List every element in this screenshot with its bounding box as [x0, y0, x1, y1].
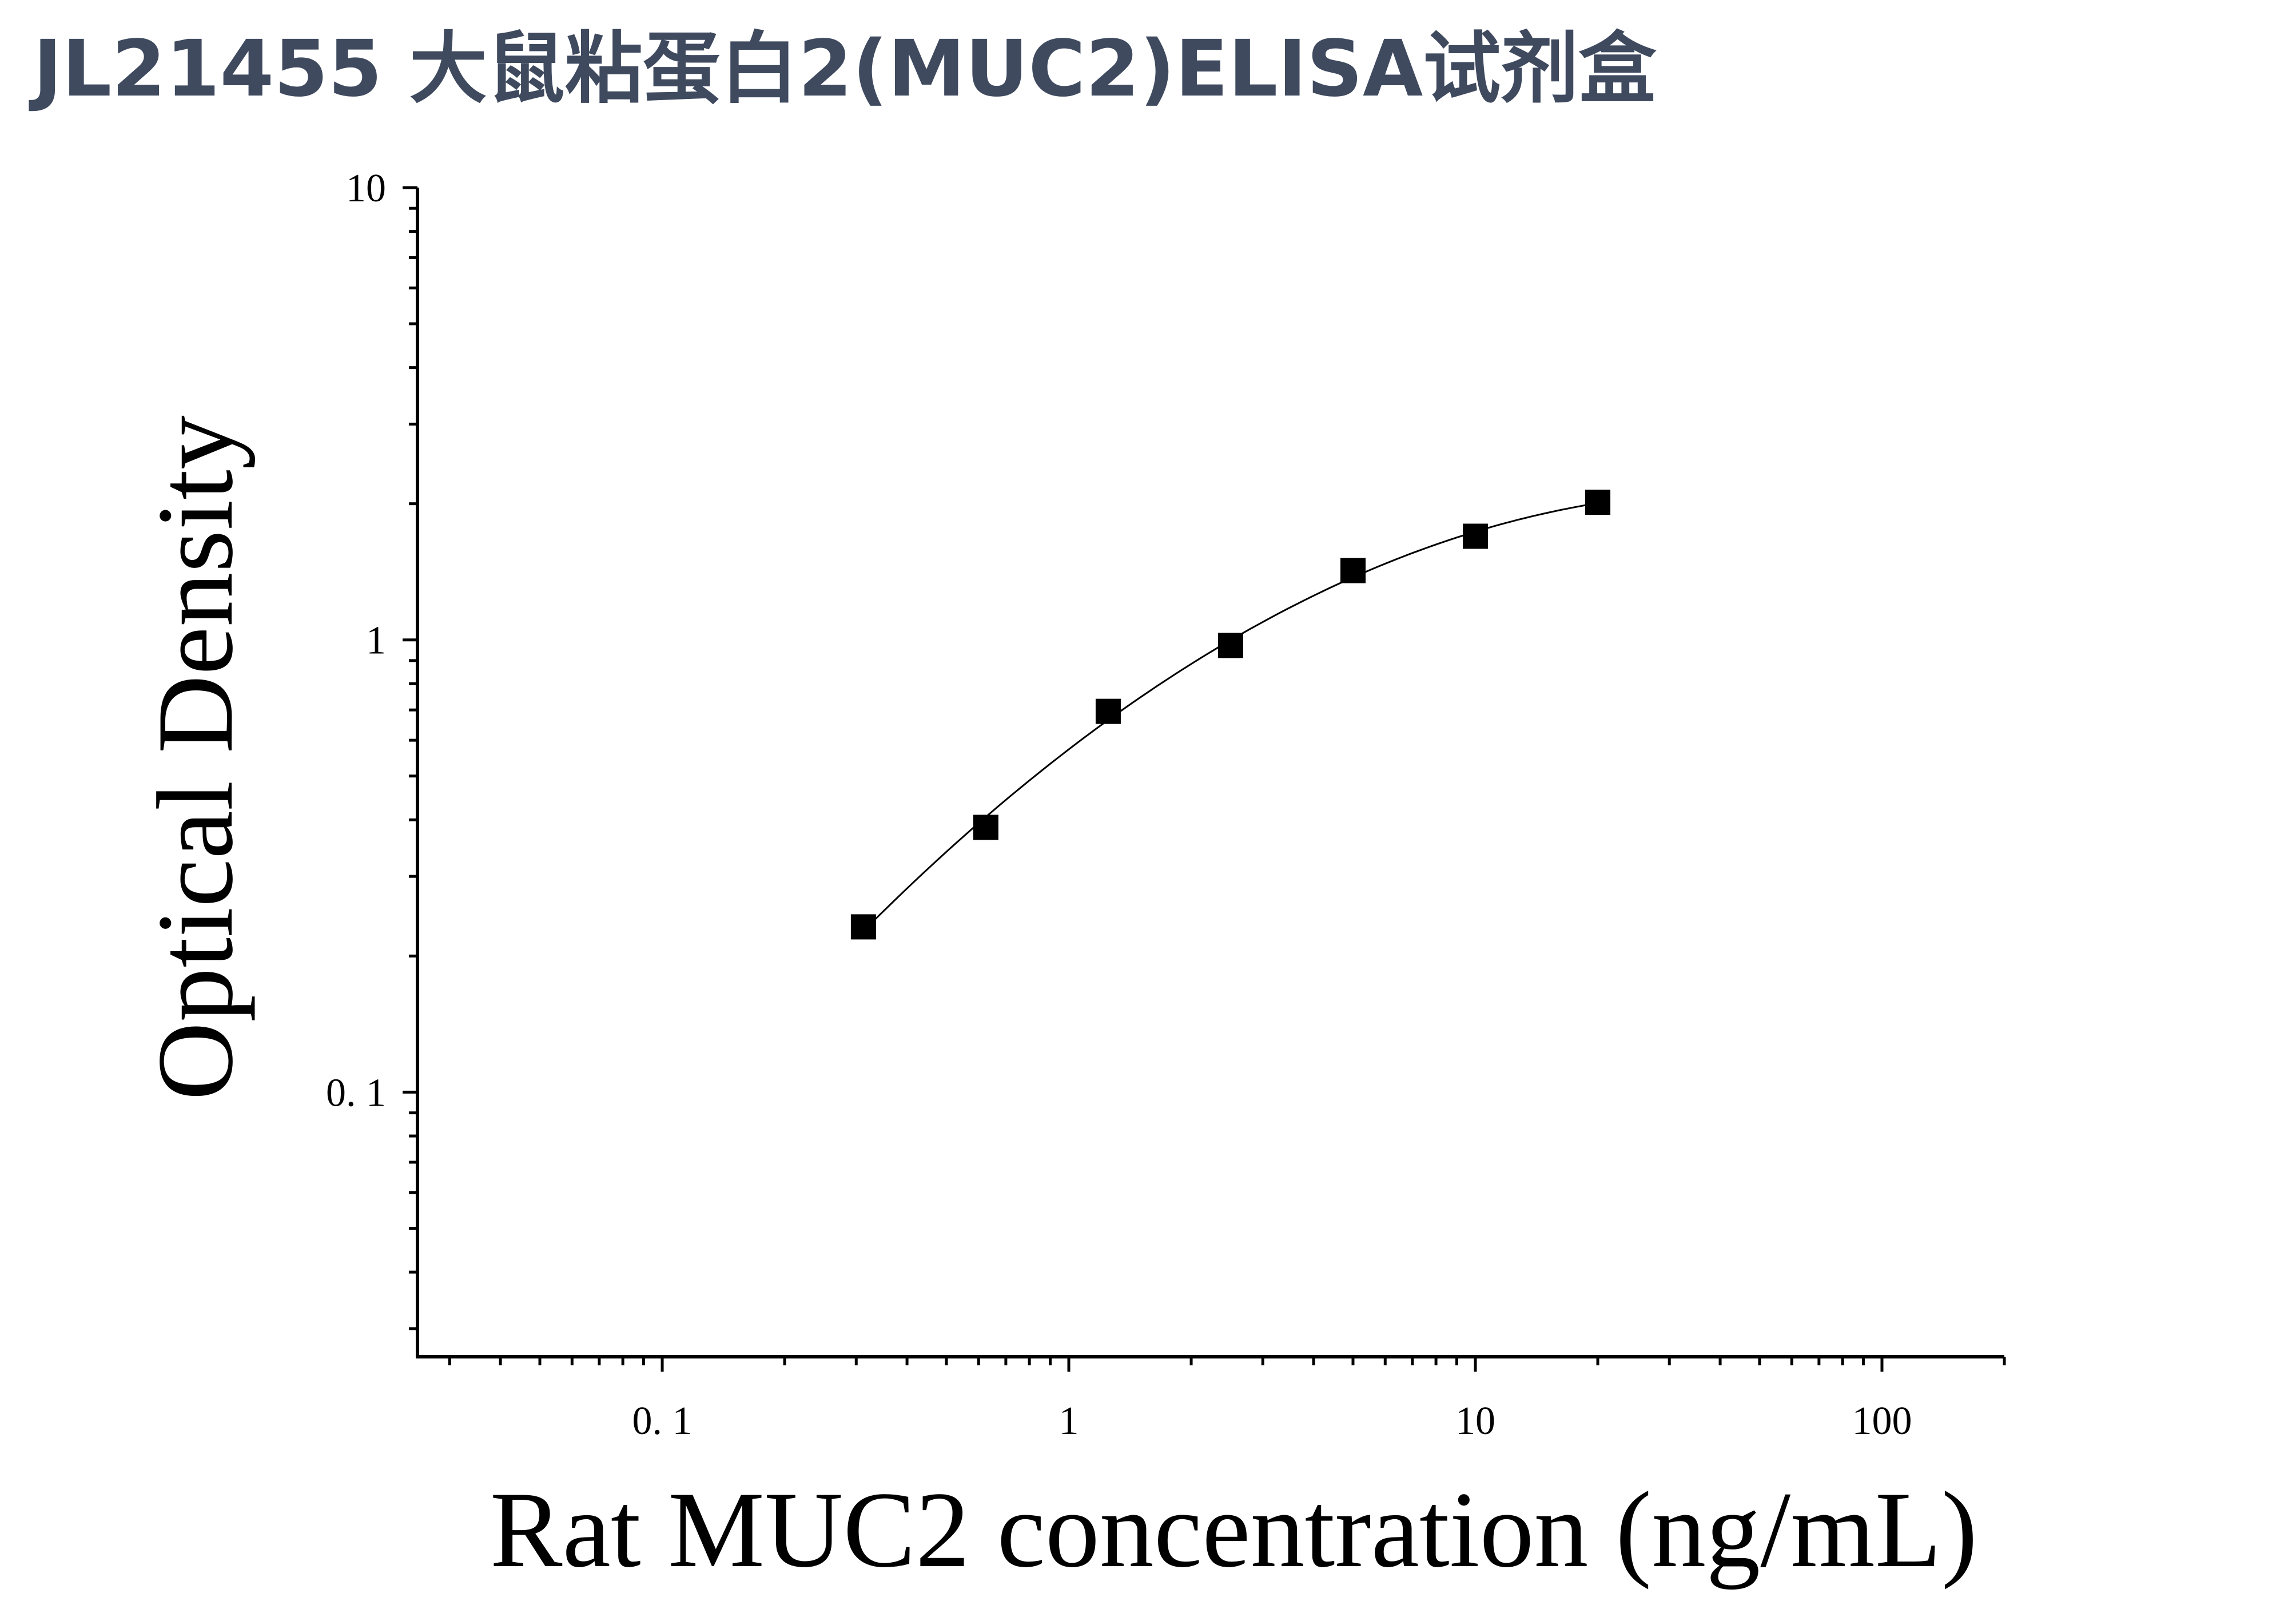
page-title: JL21455 大鼠粘蛋白2(MUC2)ELISA试剂盒: [33, 24, 1657, 114]
fit-curve: [862, 502, 1598, 932]
data-points: [850, 490, 1611, 940]
data-point: [1585, 490, 1611, 515]
x-tick-label: 100: [1852, 1399, 1912, 1443]
x-tick-label: 10: [1455, 1399, 1495, 1443]
axes: [416, 188, 2004, 1358]
data-point: [850, 914, 876, 940]
y-axis-title: Optical Density: [136, 415, 256, 1101]
tick-labels: 0. 1 1 10 100 0. 1 1 10: [326, 166, 1912, 1443]
data-point: [1217, 633, 1243, 658]
data-point: [1095, 698, 1121, 724]
data-point: [1340, 558, 1366, 583]
x-tick-label: 1: [1059, 1399, 1079, 1443]
y-tick-label: 1: [366, 619, 386, 663]
data-point: [1463, 523, 1488, 549]
x-tick-label: 0. 1: [632, 1399, 693, 1443]
y-tick-label: 0. 1: [326, 1071, 386, 1115]
y-tick-label: 10: [346, 166, 386, 210]
ticks: [403, 186, 2006, 1372]
x-axis-title: Rat MUC2 concentration (ng/mL): [490, 1470, 1977, 1590]
data-point: [973, 815, 998, 840]
